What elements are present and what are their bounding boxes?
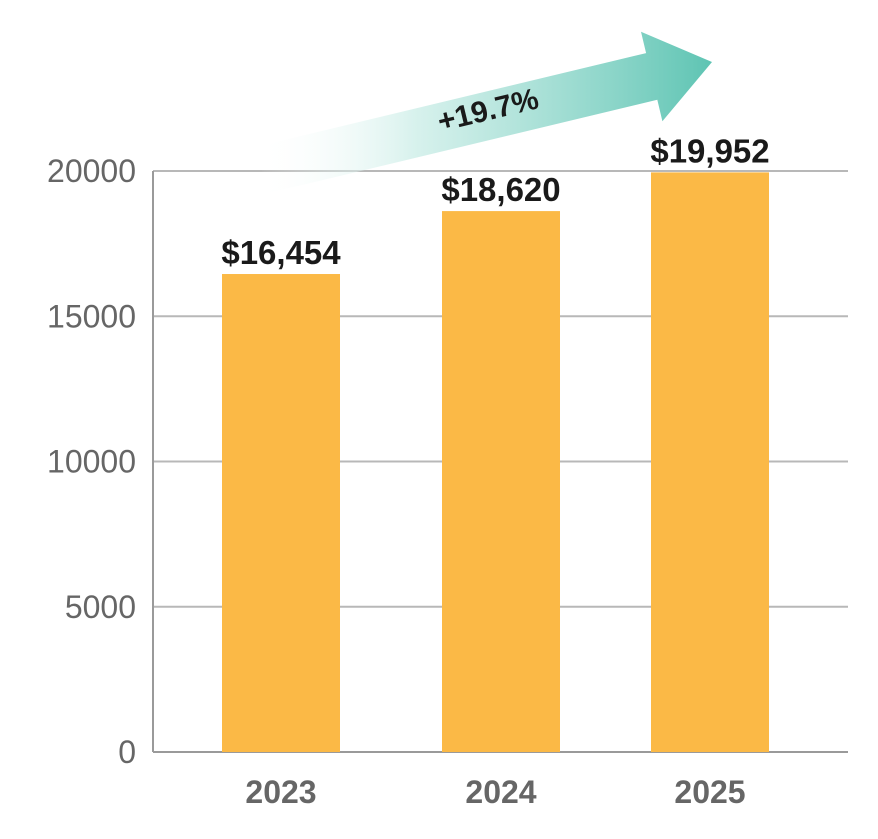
- x-tick-label-2025: 2025: [674, 774, 745, 810]
- y-tick-label: 15000: [47, 298, 136, 334]
- x-tick-label-2024: 2024: [465, 774, 536, 810]
- bar-2025: [651, 172, 769, 752]
- growth-arrow-icon: [256, 31, 712, 194]
- y-tick-label: 20000: [47, 153, 136, 189]
- y-tick-label: 0: [118, 734, 136, 770]
- bar-2023: [222, 274, 340, 752]
- y-tick-label: 10000: [47, 444, 136, 480]
- y-tick-label: 5000: [65, 589, 136, 625]
- data-label-2024: $18,620: [441, 171, 560, 208]
- bars: [222, 172, 769, 753]
- growth-annotation: +19.7%: [256, 31, 712, 194]
- x-axis-ticks: 2023 2024 2025: [245, 774, 745, 810]
- data-label-2025: $19,952: [650, 132, 769, 169]
- y-axis-ticks: 0 5000 10000 15000 20000: [47, 153, 136, 770]
- bar-2024: [442, 211, 560, 753]
- data-label-2023: $16,454: [221, 234, 341, 271]
- data-labels: $16,454 $18,620 $19,952: [221, 132, 769, 271]
- x-tick-label-2023: 2023: [245, 774, 316, 810]
